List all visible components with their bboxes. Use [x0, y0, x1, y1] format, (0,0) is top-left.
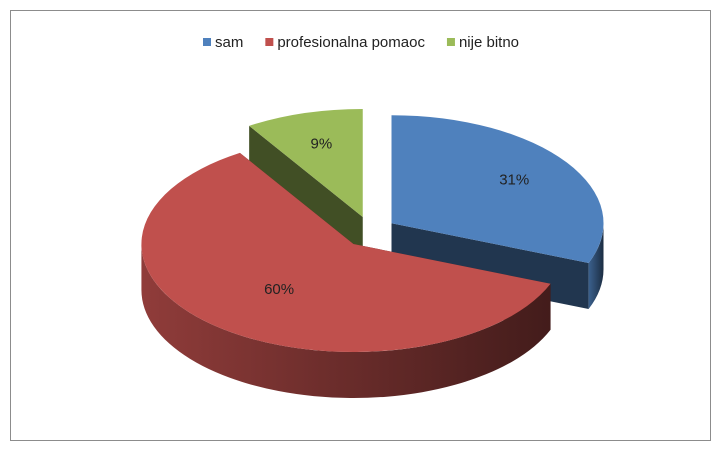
legend-swatch	[265, 38, 274, 46]
slice-side	[588, 223, 604, 309]
slice-side	[141, 244, 551, 399]
legend-label: profesionalna pomaoc	[277, 34, 425, 51]
data-label: 60%	[264, 281, 294, 298]
legend-label: nije bitno	[459, 34, 519, 51]
legend-swatch	[446, 38, 455, 46]
slice	[249, 109, 363, 218]
slice	[391, 115, 604, 263]
data-label: 9%	[311, 135, 333, 152]
legend-swatch	[203, 38, 211, 46]
data-label: 31%	[499, 172, 529, 189]
legend-label: sam	[215, 34, 243, 51]
slice	[141, 152, 551, 353]
